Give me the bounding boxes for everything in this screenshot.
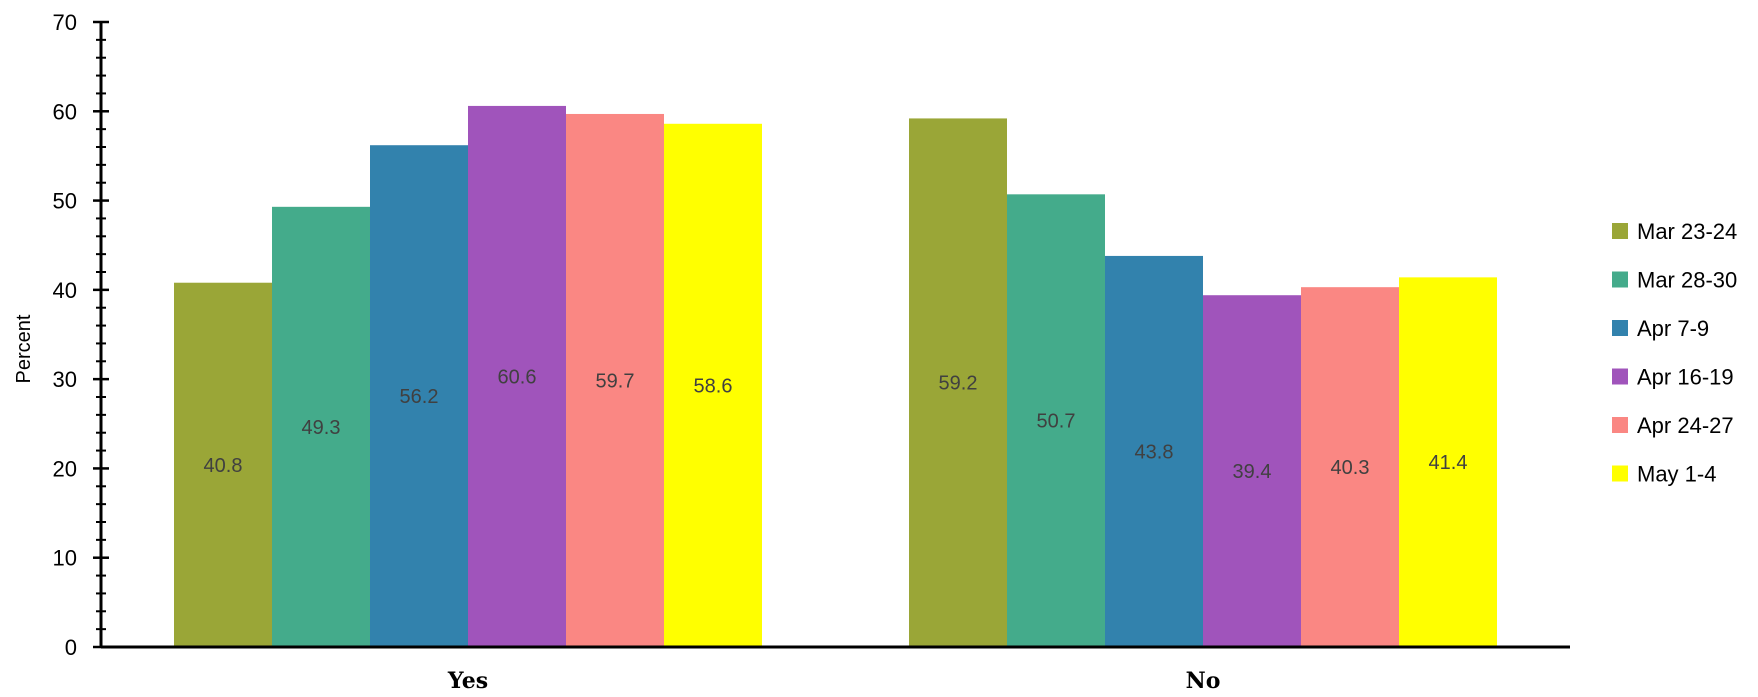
bar — [909, 118, 1007, 647]
y-tick-label: 70 — [53, 10, 77, 35]
y-tick-label: 10 — [53, 546, 77, 571]
bar-data-label: 49.3 — [302, 417, 341, 439]
bar-data-label: 50.7 — [1037, 411, 1076, 433]
legend-swatch — [1612, 465, 1628, 482]
legend-swatch — [1612, 223, 1628, 239]
bar-data-label: 58.6 — [694, 375, 733, 397]
y-tick-label: 60 — [53, 99, 77, 124]
y-tick-label: 30 — [53, 367, 77, 392]
legend-swatch — [1612, 271, 1628, 288]
bar-data-label: 40.8 — [204, 455, 243, 477]
bar-data-label: 43.8 — [1135, 441, 1174, 463]
bar-data-label: 56.2 — [400, 386, 439, 408]
bar — [1203, 295, 1301, 647]
data-labels: 40.8 49.3 56.2 60.6 59.7 58.6 59.2 50.7 43.8 39.4… — [204, 366, 1468, 483]
bar — [1399, 277, 1497, 647]
y-tick-label: 40 — [53, 278, 77, 303]
bar — [272, 206, 370, 648]
bar — [664, 123, 762, 648]
legend-swatch — [1612, 417, 1628, 433]
bar — [174, 282, 272, 647]
category-labels: Yes No — [447, 668, 1220, 694]
y-tick-label: 0 — [65, 635, 77, 660]
legend-label: May 1-4 — [1637, 462, 1716, 487]
y-tick-label: 50 — [53, 189, 77, 214]
bar-data-label: 40.3 — [1331, 457, 1370, 479]
x-category-label: Yes — [447, 668, 488, 694]
bars — [174, 105, 1497, 648]
legend-label: Apr 16-19 — [1637, 365, 1734, 390]
y-tick-label: 20 — [53, 456, 77, 481]
bar-data-label: 39.4 — [1233, 461, 1272, 483]
bar — [1301, 287, 1399, 647]
bar — [468, 105, 566, 647]
legend-swatch — [1612, 320, 1628, 336]
y-axis-title: Percent — [13, 314, 35, 383]
legend-label: Apr 24-27 — [1637, 413, 1734, 438]
bar — [1105, 255, 1203, 647]
legend-label: Mar 28-30 — [1637, 268, 1737, 293]
bar-data-label: 59.2 — [939, 373, 978, 395]
bar — [566, 113, 664, 647]
legend-label: Mar 23-24 — [1637, 219, 1737, 244]
legend: Mar 23-24 Mar 28-30 Apr 7-9 Apr 16-19 Apr 24… — [1612, 219, 1737, 487]
bar — [370, 145, 468, 647]
legend-swatch — [1612, 368, 1628, 385]
y-axis-tick-labels: 0 10 20 30 40 50 60 70 — [53, 10, 77, 660]
x-category-label: No — [1186, 668, 1221, 694]
bar-data-label: 41.4 — [1429, 452, 1468, 474]
legend-label: Apr 7-9 — [1637, 316, 1709, 341]
bar-data-label: 60.6 — [498, 366, 537, 388]
bar-data-label: 59.7 — [596, 370, 635, 392]
bar — [1007, 194, 1105, 648]
